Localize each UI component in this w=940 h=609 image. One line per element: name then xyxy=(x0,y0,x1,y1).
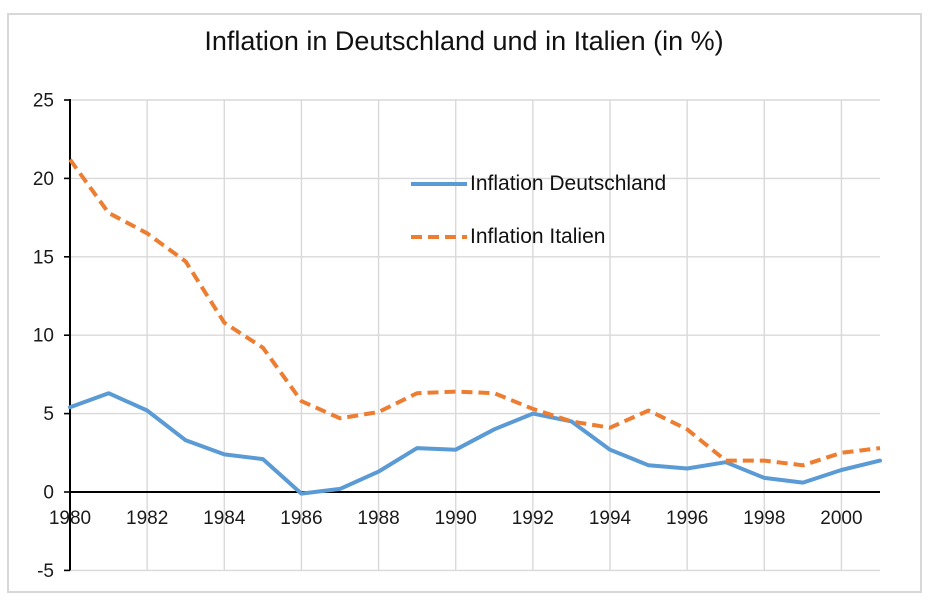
legend-item-deutschland: Inflation Deutschland xyxy=(410,168,710,200)
series-line-inflation-italien xyxy=(68,158,881,468)
y-tick-label: 15 xyxy=(33,247,54,268)
legend-item-italien: Inflation Italien xyxy=(410,221,710,253)
chart-frame xyxy=(7,13,922,593)
x-tick-label: 2000 xyxy=(820,508,862,529)
y-tick-label: 5 xyxy=(43,404,54,425)
legend: Inflation Deutschland Inflation Italien xyxy=(410,168,710,274)
x-tick-label: 1982 xyxy=(126,508,168,529)
x-tick-label: 1986 xyxy=(280,508,322,529)
legend-line-solid-icon xyxy=(411,182,467,186)
y-tick-label: 10 xyxy=(33,326,54,347)
x-tick-label: 1988 xyxy=(357,508,399,529)
legend-line-dashed-icon xyxy=(411,235,467,239)
x-tick-label: 1990 xyxy=(435,508,477,529)
x-tick-label: 1984 xyxy=(203,508,246,529)
x-tick-label: 1998 xyxy=(743,508,785,529)
chart-title: Inflation in Deutschland und in Italien … xyxy=(204,26,724,56)
series-line-inflation-deutschland xyxy=(68,391,882,496)
x-tick-label: 1980 xyxy=(49,508,91,529)
y-tick-label: 0 xyxy=(43,483,54,504)
y-tick-label: -5 xyxy=(37,561,54,582)
legend-label-italien: Inflation Italien xyxy=(470,225,606,248)
x-tick-label: 1992 xyxy=(512,508,554,529)
y-tick-label: 25 xyxy=(33,91,54,112)
legend-label-deutschland: Inflation Deutschland xyxy=(470,172,667,195)
x-tick-label: 1994 xyxy=(589,508,632,529)
y-tick-label: 20 xyxy=(33,169,54,190)
x-tick-label: 1996 xyxy=(666,508,708,529)
